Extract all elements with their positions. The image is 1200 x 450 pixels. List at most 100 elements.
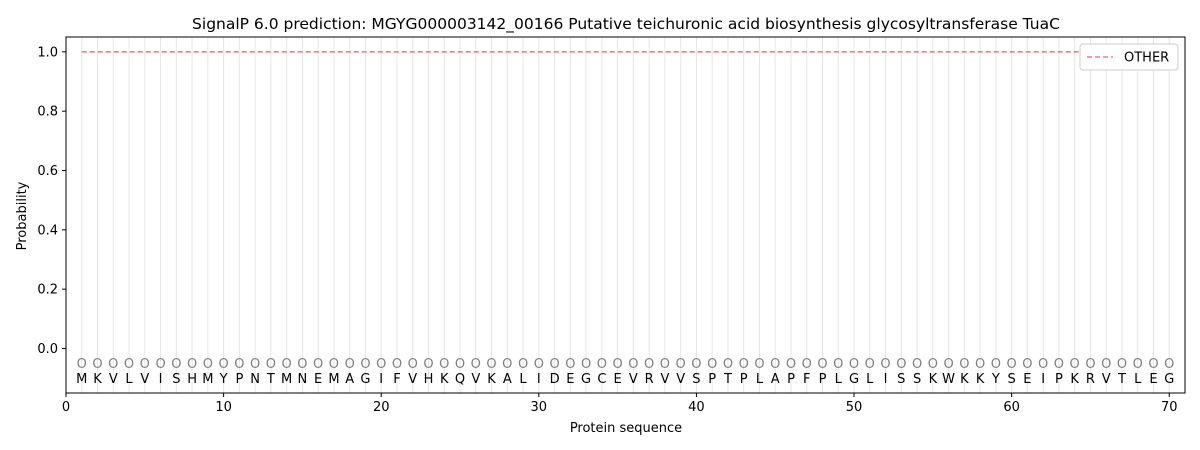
residue-letter: S xyxy=(897,372,905,387)
predicted-label-marker: O xyxy=(1022,357,1032,372)
residue-letter: K xyxy=(929,372,938,387)
predicted-label-marker: O xyxy=(660,357,670,372)
residue-gridlines xyxy=(81,37,1170,393)
residue-letter: V xyxy=(1102,372,1111,387)
residue-letter: L xyxy=(866,372,874,387)
predicted-label-marker: O xyxy=(471,357,481,372)
residue-letter: N xyxy=(298,372,308,387)
residue-letter: P xyxy=(787,372,795,387)
residue-letter: R xyxy=(1086,372,1095,387)
predicted-label-marker: O xyxy=(1133,357,1143,372)
x-tick-label: 50 xyxy=(846,400,863,415)
predicted-label-marker: O xyxy=(770,357,780,372)
predicted-label-marker: O xyxy=(833,357,843,372)
predicted-label-marker: O xyxy=(502,357,512,372)
x-axis-label: Protein sequence xyxy=(570,421,682,436)
x-tick-label: 0 xyxy=(62,400,70,415)
y-tick-label: 0.6 xyxy=(37,164,58,179)
x-tick-label: 20 xyxy=(373,400,390,415)
predicted-label-marker: O xyxy=(455,357,465,372)
predicted-label-marker: O xyxy=(739,357,749,372)
residue-letter: F xyxy=(803,372,810,387)
residue-letter: L xyxy=(125,372,133,387)
predicted-label-marker: O xyxy=(912,357,922,372)
residue-letter: P xyxy=(819,372,827,387)
residue-letter: T xyxy=(266,372,275,387)
predicted-label-marker: O xyxy=(360,357,370,372)
residue-letter: I xyxy=(537,372,541,387)
predicted-label-marker: O xyxy=(408,357,418,372)
predicted-label-marker: O xyxy=(1038,357,1048,372)
residue-letter: M xyxy=(281,372,292,387)
predicted-label-marker: O xyxy=(928,357,938,372)
residue-letter: Y xyxy=(991,372,1000,387)
legend-label-other: OTHER xyxy=(1124,51,1169,66)
residue-letter: G xyxy=(1164,372,1174,387)
residue-letter: E xyxy=(614,372,622,387)
residue-letter: E xyxy=(1023,372,1031,387)
predicted-label-marker: O xyxy=(707,357,717,372)
x-tick-label: 60 xyxy=(1003,400,1020,415)
residue-letter: L xyxy=(1134,372,1142,387)
residue-letter: M xyxy=(328,372,339,387)
y-axis-label: Probability xyxy=(15,181,30,250)
predicted-label-marker: O xyxy=(140,357,150,372)
y-tick-label: 0.8 xyxy=(37,105,58,120)
residue-letter: I xyxy=(159,372,163,387)
predicted-label-marker: O xyxy=(124,357,134,372)
residue-letter: P xyxy=(235,372,243,387)
residue-letter: V xyxy=(676,372,685,387)
predicted-label-marker: O xyxy=(628,357,638,372)
chart-title: SignalP 6.0 prediction: MGYG000003142_00… xyxy=(192,15,1060,34)
residue-labels: OMOKOVOLOVOIOSOHOMOYOPONOTOMONOEOMOAOGOI… xyxy=(76,357,1174,387)
predicted-label-marker: O xyxy=(613,357,623,372)
predicted-label-marker: O xyxy=(282,357,292,372)
predicted-label-marker: O xyxy=(297,357,307,372)
predicted-label-marker: O xyxy=(896,357,906,372)
residue-letter: S xyxy=(1008,372,1016,387)
residue-letter: C xyxy=(597,372,606,387)
residue-letter: E xyxy=(314,372,322,387)
predicted-label-marker: O xyxy=(849,357,859,372)
predicted-label-marker: O xyxy=(943,357,953,372)
predicted-label-marker: O xyxy=(991,357,1001,372)
predicted-label-marker: O xyxy=(597,357,607,372)
residue-letter: V xyxy=(109,372,118,387)
predicted-label-marker: O xyxy=(1164,357,1174,372)
residue-letter: V xyxy=(660,372,669,387)
x-axis-ticks: 0 10 20 30 40 50 60 70 xyxy=(62,393,1178,415)
predicted-label-marker: O xyxy=(155,357,165,372)
predicted-label-marker: O xyxy=(644,357,654,372)
residue-letter: E xyxy=(1149,372,1157,387)
predicted-label-marker: O xyxy=(486,357,496,372)
residue-letter: Y xyxy=(219,372,228,387)
residue-letter: T xyxy=(1117,372,1126,387)
residue-letter: H xyxy=(187,372,197,387)
residue-letter: V xyxy=(408,372,417,387)
predicted-label-marker: O xyxy=(959,357,969,372)
predicted-label-marker: O xyxy=(723,357,733,372)
residue-letter: A xyxy=(771,372,780,387)
predicted-label-marker: O xyxy=(581,357,591,372)
predicted-label-marker: O xyxy=(865,357,875,372)
residue-letter: V xyxy=(629,372,638,387)
residue-letter: E xyxy=(566,372,574,387)
predicted-label-marker: O xyxy=(376,357,386,372)
predicted-label-marker: O xyxy=(1054,357,1064,372)
residue-letter: I xyxy=(1041,372,1045,387)
residue-letter: S xyxy=(692,372,700,387)
predicted-label-marker: O xyxy=(549,357,559,372)
residue-letter: S xyxy=(913,372,921,387)
predicted-label-marker: O xyxy=(1070,357,1080,372)
predicted-label-marker: O xyxy=(266,357,276,372)
residue-letter: W xyxy=(942,372,955,387)
residue-letter: I xyxy=(379,372,383,387)
predicted-label-marker: O xyxy=(171,357,181,372)
residue-letter: A xyxy=(503,372,512,387)
x-tick-label: 70 xyxy=(1161,400,1178,415)
residue-letter: P xyxy=(708,372,716,387)
predicted-label-marker: O xyxy=(329,357,339,372)
predicted-label-marker: O xyxy=(203,357,213,372)
residue-letter: K xyxy=(976,372,985,387)
